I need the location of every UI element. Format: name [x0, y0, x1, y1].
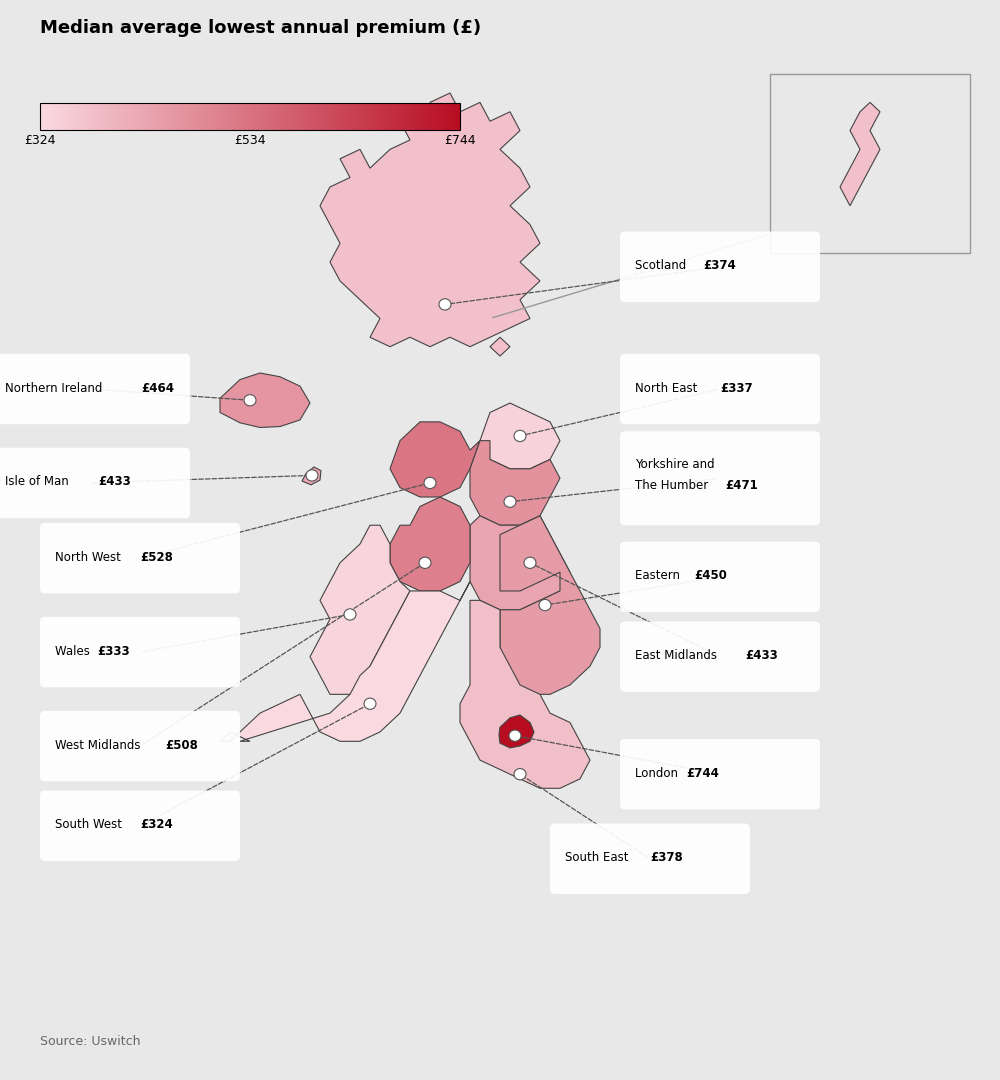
Text: £744: £744 — [686, 767, 719, 780]
FancyBboxPatch shape — [40, 523, 240, 593]
Circle shape — [244, 394, 256, 406]
Circle shape — [424, 477, 436, 488]
Text: Scotland: Scotland — [635, 259, 698, 272]
Text: £464: £464 — [141, 381, 174, 394]
FancyBboxPatch shape — [550, 824, 750, 894]
Text: North West: North West — [55, 551, 132, 564]
Text: London: London — [635, 767, 689, 780]
FancyBboxPatch shape — [620, 354, 820, 424]
Polygon shape — [470, 441, 560, 525]
FancyBboxPatch shape — [40, 617, 240, 687]
Polygon shape — [500, 516, 600, 694]
Circle shape — [344, 609, 356, 620]
Polygon shape — [310, 525, 410, 694]
FancyBboxPatch shape — [40, 711, 240, 781]
Text: South West: South West — [55, 819, 133, 832]
Text: The Humber: The Humber — [635, 480, 720, 492]
Circle shape — [514, 769, 526, 780]
Text: £433: £433 — [746, 649, 778, 662]
Text: £337: £337 — [720, 381, 753, 394]
Text: Median average lowest annual premium (£): Median average lowest annual premium (£) — [40, 19, 481, 38]
Text: Isle of Man: Isle of Man — [5, 475, 80, 488]
Text: Northern Ireland: Northern Ireland — [5, 381, 114, 394]
Text: East Midlands: East Midlands — [635, 649, 728, 662]
FancyBboxPatch shape — [620, 431, 820, 525]
Text: £471: £471 — [725, 480, 758, 492]
Circle shape — [419, 557, 431, 568]
Text: West Midlands: West Midlands — [55, 739, 152, 752]
Text: Yorkshire and: Yorkshire and — [635, 458, 715, 471]
Polygon shape — [480, 403, 560, 469]
FancyBboxPatch shape — [40, 791, 240, 861]
Polygon shape — [460, 600, 590, 788]
Polygon shape — [302, 467, 321, 485]
Text: North East: North East — [635, 381, 709, 394]
Text: £528: £528 — [140, 551, 173, 564]
Circle shape — [364, 698, 376, 710]
Text: Wales: Wales — [55, 645, 101, 658]
FancyBboxPatch shape — [0, 448, 190, 518]
Circle shape — [514, 430, 526, 442]
Polygon shape — [390, 422, 480, 497]
FancyBboxPatch shape — [620, 231, 820, 302]
Polygon shape — [499, 715, 534, 747]
Circle shape — [306, 470, 318, 481]
Circle shape — [504, 496, 516, 508]
FancyBboxPatch shape — [0, 354, 190, 424]
Circle shape — [524, 557, 536, 568]
Polygon shape — [220, 581, 470, 741]
Text: £433: £433 — [98, 475, 131, 488]
Circle shape — [439, 299, 451, 310]
Text: £374: £374 — [703, 259, 736, 272]
Polygon shape — [390, 497, 470, 591]
FancyBboxPatch shape — [620, 542, 820, 612]
Text: £333: £333 — [98, 645, 130, 658]
Text: £324: £324 — [140, 819, 173, 832]
FancyBboxPatch shape — [620, 621, 820, 692]
Polygon shape — [490, 337, 510, 356]
Polygon shape — [220, 373, 310, 428]
Text: £450: £450 — [694, 569, 727, 582]
Text: Eastern: Eastern — [635, 569, 691, 582]
Circle shape — [509, 730, 521, 741]
Text: South East: South East — [565, 851, 640, 864]
Text: £508: £508 — [166, 739, 198, 752]
Circle shape — [539, 599, 551, 610]
Polygon shape — [840, 103, 880, 206]
Polygon shape — [470, 516, 570, 610]
FancyBboxPatch shape — [620, 739, 820, 809]
Text: £378: £378 — [650, 851, 683, 864]
Text: Source: Uswitch: Source: Uswitch — [40, 1035, 140, 1048]
Polygon shape — [320, 93, 540, 347]
